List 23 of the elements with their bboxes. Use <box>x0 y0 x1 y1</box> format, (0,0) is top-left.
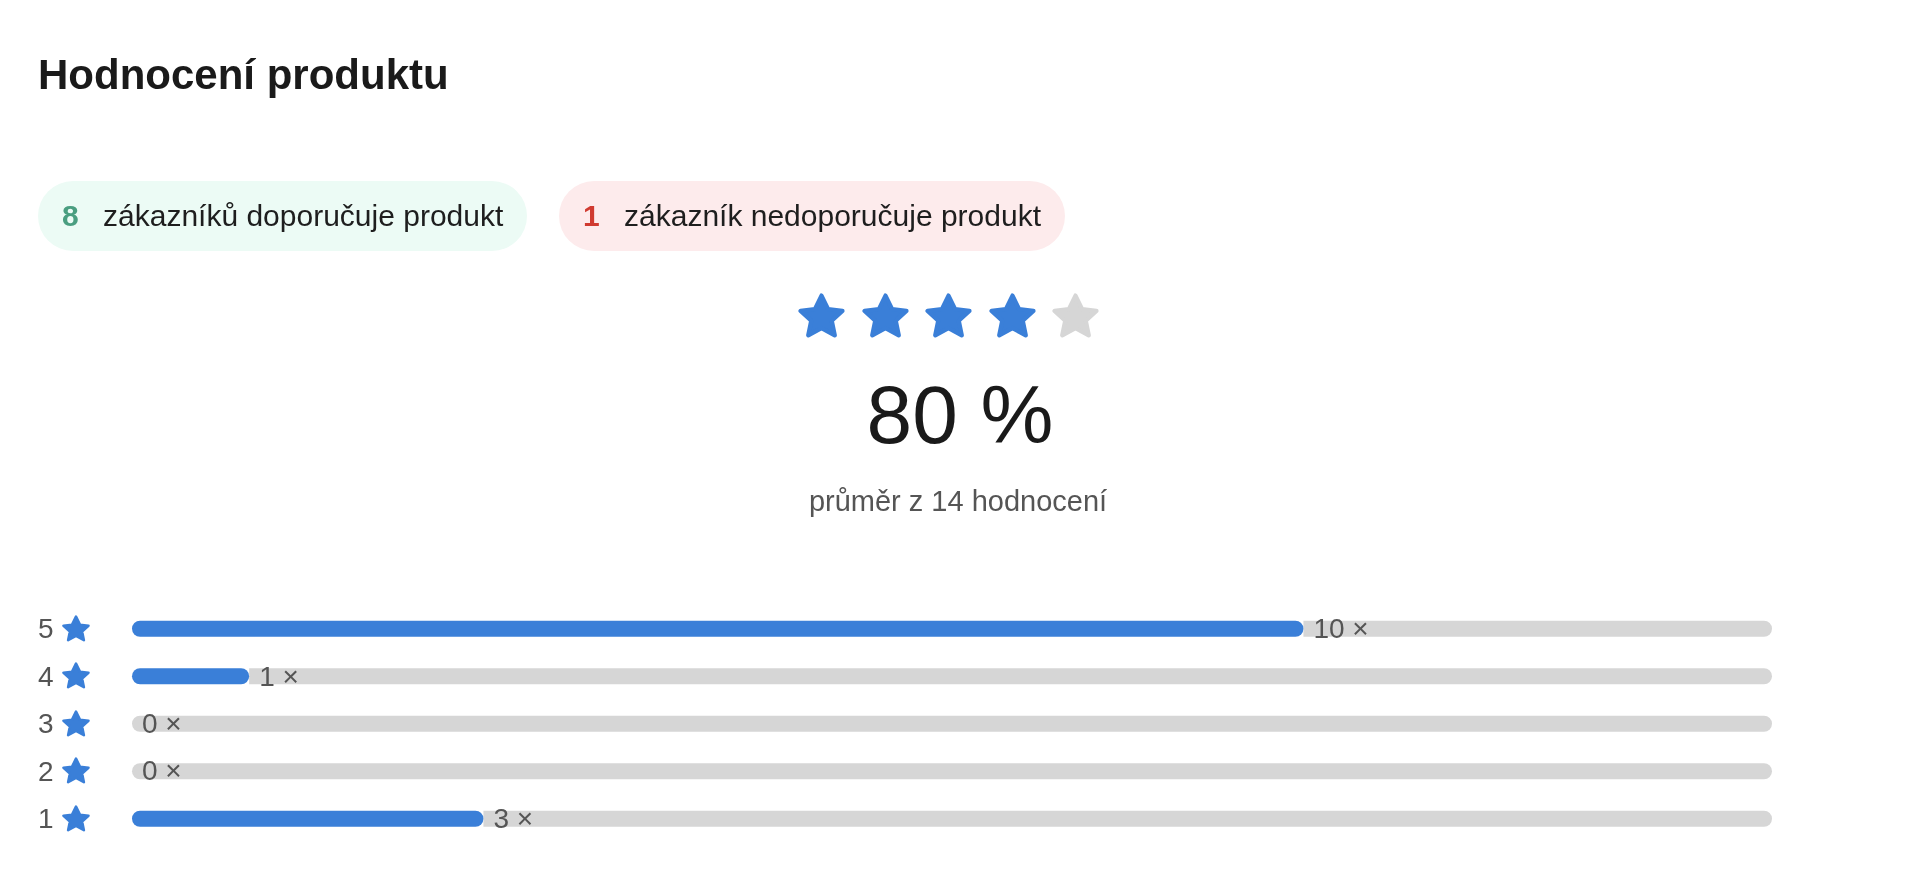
chart-title: Hodnocení produktu <box>38 50 449 100</box>
text: 1 zákazník nedoporučuje produkt <box>559 181 1065 251</box>
y-tick-label: 5 <box>38 613 54 645</box>
bar <box>132 763 1772 780</box>
text: 8 zákazníků doporučuje produkt <box>38 181 528 251</box>
bar <box>132 715 1772 732</box>
y-tick-label: 4 <box>38 660 54 692</box>
data-label: 10 × <box>1313 613 1369 645</box>
bar <box>132 668 250 685</box>
text: 80 % <box>866 368 1054 462</box>
bar <box>132 620 1304 637</box>
bar <box>483 810 1772 827</box>
data-label: 3 × <box>493 803 534 835</box>
y-tick-label: 1 <box>38 803 54 835</box>
bar <box>249 668 1772 685</box>
annotation: 0 × <box>142 707 182 739</box>
text: průměr z 14 hodnocení <box>808 484 1108 519</box>
annotation: 0 × <box>142 755 182 787</box>
bar <box>1303 620 1772 637</box>
y-tick-label: 3 <box>38 708 54 740</box>
data-label: 1 × <box>259 660 299 692</box>
bar <box>132 810 484 827</box>
y-tick-label: 2 <box>38 755 54 787</box>
